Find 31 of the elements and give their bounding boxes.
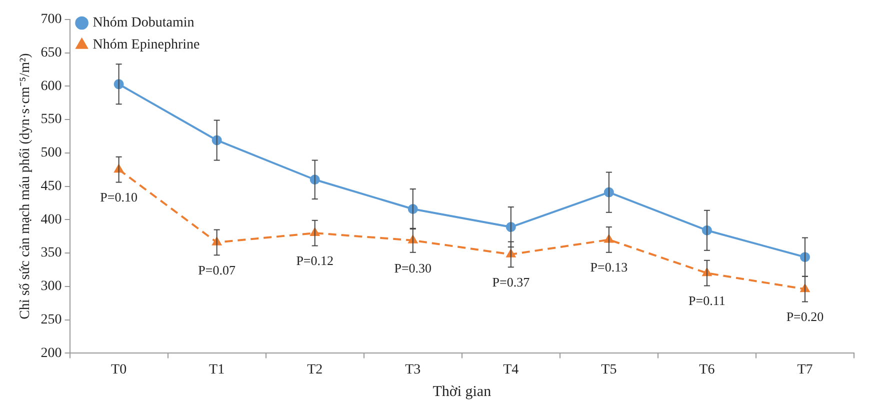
x-axis-title: Thời gian xyxy=(432,384,492,400)
y-tick-label: 600 xyxy=(40,78,62,94)
legend-label: Nhóm Dobutamin xyxy=(92,16,194,31)
y-tick-label: 350 xyxy=(40,246,62,261)
annotation: P=0.13 xyxy=(590,260,628,275)
y-axis-title: Chỉ số sức cản mạch máu phổi (dyn·s·cm⁻⁵/m²) xyxy=(18,52,34,320)
x-tick-label: T3 xyxy=(405,362,421,378)
annotation: P=0.20 xyxy=(786,309,824,324)
x-tick-label: T5 xyxy=(601,362,617,378)
y-tick-label: 200 xyxy=(40,346,62,361)
x-tick-label: T1 xyxy=(209,362,225,378)
annotation: P=0.30 xyxy=(394,260,432,276)
y-tick-label: 500 xyxy=(40,146,62,161)
y-tick-label: 300 xyxy=(40,279,62,294)
y-tick-label: 550 xyxy=(40,112,62,128)
y-tick-label: 400 xyxy=(40,212,62,228)
annotation: P=0.11 xyxy=(688,293,726,308)
y-tick-label: 700 xyxy=(40,12,62,28)
annotation: P=0.07 xyxy=(198,262,236,278)
annotation: P=0.10 xyxy=(100,190,138,205)
x-tick-label: T2 xyxy=(307,362,323,378)
x-tick-label: T0 xyxy=(111,362,127,378)
legend-label: Nhóm Epinephrine xyxy=(92,38,200,53)
x-tick-label: T4 xyxy=(503,362,519,378)
y-tick-label: 250 xyxy=(40,312,62,328)
x-tick-label: T7 xyxy=(797,362,813,378)
annotation: P=0.37 xyxy=(492,274,530,290)
y-tick-label: 450 xyxy=(40,178,62,194)
annotation: P=0.12 xyxy=(296,252,334,268)
x-tick-label: T6 xyxy=(699,362,715,378)
y-tick-label: 650 xyxy=(40,45,62,60)
